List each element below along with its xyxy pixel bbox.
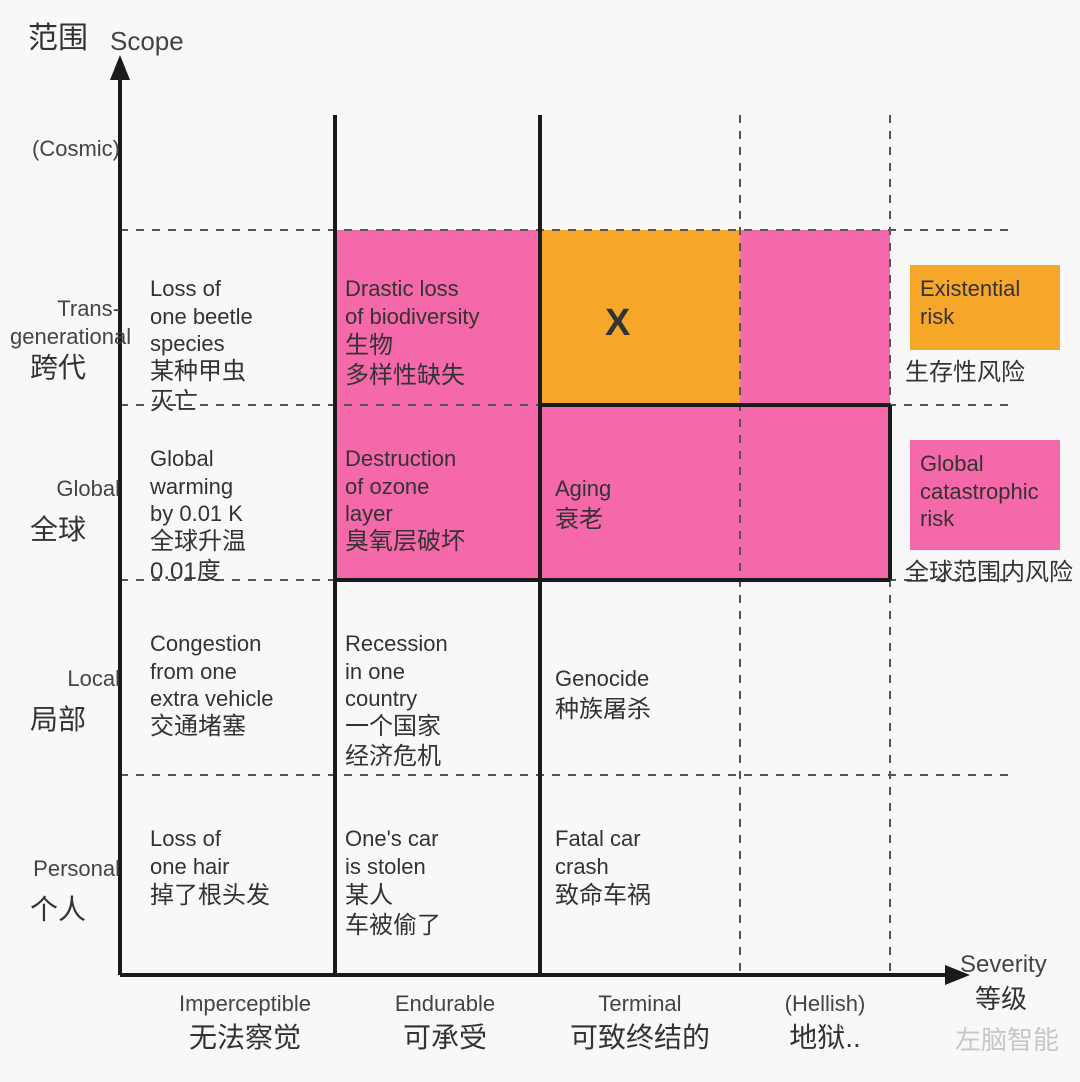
cell-cn: 掉了根头发 — [150, 881, 270, 911]
cell-en: Fatal car crash — [555, 825, 641, 880]
y-tick-en: Global — [10, 475, 120, 503]
legend-en: Existential risk — [920, 275, 1020, 330]
y-axis-title-cn: 范围 — [28, 20, 88, 58]
cell-en: Drastic loss of biodiversity — [345, 275, 480, 330]
cell-cn: 某种甲虫 灭亡 — [150, 357, 246, 417]
y-tick-en: (Cosmic) — [10, 135, 120, 163]
cell-cn: 衰老 — [555, 505, 603, 535]
y-tick-cn: 全球 — [30, 512, 86, 547]
cell-en: Recession in one country — [345, 630, 448, 713]
cell-en: Aging — [555, 475, 611, 503]
y-tick-cn: 跨代 — [30, 350, 86, 385]
x-tick-en: (Hellish) — [740, 990, 910, 1018]
cell-cn: 一个国家 经济危机 — [345, 712, 441, 772]
x-tick-cn: 可承受 — [360, 1020, 530, 1055]
y-axis-title-en: Scope — [110, 25, 184, 58]
cell-cn: 生物 多样性缺失 — [345, 331, 465, 391]
cell-en: Loss of one hair — [150, 825, 230, 880]
cell-en: Congestion from one extra vehicle — [150, 630, 274, 713]
cell-en: Destruction of ozone layer — [345, 445, 456, 528]
y-tick-en: Personal — [10, 855, 120, 883]
x-tick-cn: 可致终结的 — [555, 1020, 725, 1055]
risk-matrix-diagram: 范围 Scope Severity 等级 (Cosmic) Trans- gene… — [0, 0, 1080, 1082]
cell-en: Genocide — [555, 665, 649, 693]
legend-en: Global catastrophic risk — [920, 450, 1039, 533]
cell-en: Global warming by 0.01 K — [150, 445, 243, 528]
cell-cn: 交通堵塞 — [150, 712, 246, 742]
x-tick-en: Imperceptible — [160, 990, 330, 1018]
x-axis-title-en: Severity — [960, 950, 1047, 980]
y-tick-en: Local — [10, 665, 120, 693]
x-tick-en: Endurable — [360, 990, 530, 1018]
y-tick-cn: 个人 — [30, 892, 86, 927]
x-tick-en: Terminal — [555, 990, 725, 1018]
existential-x: X — [605, 300, 630, 348]
cell-cn: 致命车祸 — [555, 881, 651, 911]
legend-cn: 全球范围内风险 — [905, 558, 1073, 588]
y-tick-cn: 局部 — [30, 702, 86, 737]
cell-cn: 全球升温 0.01度 — [150, 527, 246, 587]
legend-cn: 生存性风险 — [905, 358, 1025, 388]
cell-en: Loss of one beetle species — [150, 275, 253, 358]
cell-cn: 某人 车被偷了 — [345, 881, 441, 941]
x-tick-cn: 地狱.. — [740, 1020, 910, 1055]
x-axis-title-cn: 等级 — [975, 983, 1027, 1016]
cell-cn: 臭氧层破坏 — [345, 527, 465, 557]
x-tick-cn: 无法察觉 — [160, 1020, 330, 1055]
cell-cn: 种族屠杀 — [555, 695, 651, 725]
cell-en: One's car is stolen — [345, 825, 438, 880]
y-tick-en: Trans- generational — [10, 295, 120, 350]
watermark: 左脑智能 — [955, 1020, 1059, 1057]
